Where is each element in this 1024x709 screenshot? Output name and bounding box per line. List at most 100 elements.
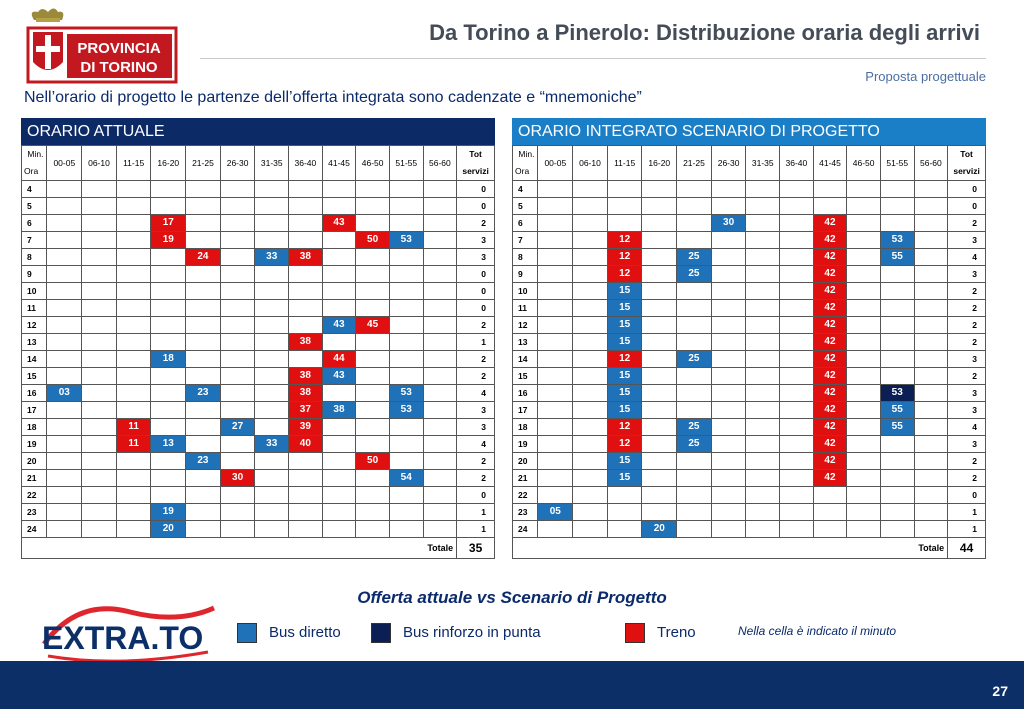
empty-cell <box>779 367 814 385</box>
empty-cell <box>288 503 323 521</box>
departure-cell: 50 <box>355 231 390 249</box>
hour-cell: 14 <box>20 350 48 368</box>
empty-cell <box>46 435 83 453</box>
empty-cell <box>913 486 949 504</box>
total-services-cell: 3 <box>947 401 986 419</box>
empty-cell <box>676 299 712 317</box>
hour-cell: 18 <box>20 418 48 436</box>
total-services-cell: 1 <box>947 520 986 538</box>
empty-cell <box>321 299 357 317</box>
empty-cell <box>641 180 678 198</box>
total-services-cell: 0 <box>456 486 495 504</box>
empty-cell <box>676 180 712 198</box>
empty-cell <box>779 282 814 300</box>
empty-cell <box>846 333 881 351</box>
empty-cell <box>219 520 256 538</box>
empty-cell <box>81 197 117 215</box>
empty-cell <box>572 299 608 317</box>
empty-cell <box>676 282 712 300</box>
empty-cell <box>46 486 83 504</box>
empty-cell <box>641 350 678 368</box>
empty-cell <box>710 316 747 334</box>
minute-range-header: 06-10 <box>81 145 117 181</box>
departure-cell: 15 <box>606 299 643 317</box>
empty-cell <box>846 520 881 538</box>
empty-cell <box>846 435 881 453</box>
totale-row: Totale 44 <box>511 537 986 559</box>
empty-cell <box>572 350 608 368</box>
empty-cell <box>572 197 608 215</box>
min-label: Min. <box>511 145 539 163</box>
empty-cell <box>676 214 712 232</box>
departure-cell: 15 <box>606 316 643 334</box>
minute-range-header: 36-40 <box>779 145 814 181</box>
empty-cell <box>641 282 678 300</box>
empty-cell <box>219 435 256 453</box>
departure-cell: 15 <box>606 469 643 487</box>
empty-cell <box>641 231 678 249</box>
empty-cell <box>422 435 458 453</box>
empty-cell <box>46 248 83 266</box>
empty-cell <box>745 231 781 249</box>
minute-range-header: 21-25 <box>676 145 712 181</box>
empty-cell <box>913 333 949 351</box>
departure-cell: 42 <box>812 316 848 334</box>
empty-cell <box>254 282 290 300</box>
empty-cell <box>745 282 781 300</box>
departure-cell: 53 <box>388 231 424 249</box>
minute-range-header: 41-45 <box>812 145 848 181</box>
table-row: 17 15 42 55 3 <box>511 401 986 419</box>
departure-cell: 25 <box>676 435 712 453</box>
departure-cell: 42 <box>812 282 848 300</box>
empty-cell <box>572 282 608 300</box>
empty-cell <box>388 282 424 300</box>
svg-text:EXTRA.TO: EXTRA.TO <box>42 620 203 656</box>
departure-cell: 38 <box>288 248 323 266</box>
empty-cell <box>46 418 83 436</box>
comparison-caption: Offerta attuale vs Scenario di Progetto <box>357 588 667 607</box>
departure-cell: 11 <box>115 435 152 453</box>
tot-label: Tot <box>947 145 986 163</box>
empty-cell <box>422 503 458 521</box>
ora-label: Ora <box>511 163 539 181</box>
departure-cell: 38 <box>288 333 323 351</box>
empty-cell <box>846 299 881 317</box>
minute-range-header: 26-30 <box>710 145 747 181</box>
empty-cell <box>219 384 256 402</box>
hour-cell: 13 <box>511 333 539 351</box>
empty-cell <box>879 180 915 198</box>
empty-cell <box>676 333 712 351</box>
empty-cell <box>537 418 574 436</box>
empty-cell <box>779 265 814 283</box>
empty-cell <box>150 418 187 436</box>
legend-note: Nella cella è indicato il minuto <box>738 624 897 638</box>
empty-cell <box>572 503 608 521</box>
empty-cell <box>537 469 574 487</box>
empty-cell <box>388 367 424 385</box>
bus-rinforzo-swatch <box>371 623 391 643</box>
departure-cell: 30 <box>219 469 256 487</box>
empty-cell <box>321 520 357 538</box>
table-row: 19 11 13 33 40 4 <box>20 435 495 453</box>
total-services-cell: 3 <box>456 248 495 266</box>
empty-cell <box>422 418 458 436</box>
empty-cell <box>779 503 814 521</box>
empty-cell <box>537 350 574 368</box>
empty-cell <box>779 316 814 334</box>
table-row: 7 19 50 53 3 <box>20 231 495 249</box>
empty-cell <box>606 214 643 232</box>
empty-cell <box>779 231 814 249</box>
totale-value: 44 <box>947 537 986 559</box>
totale-label: Totale <box>20 537 458 559</box>
empty-cell <box>185 401 221 419</box>
total-services-cell: 0 <box>947 486 986 504</box>
table-row: 6 30 42 2 <box>511 214 986 232</box>
total-services-cell: 0 <box>947 197 986 215</box>
departure-cell: 15 <box>606 282 643 300</box>
ora-label: Ora <box>20 163 48 181</box>
empty-cell <box>321 486 357 504</box>
empty-cell <box>115 265 152 283</box>
empty-cell <box>745 367 781 385</box>
table-row: 23 05 1 <box>511 503 986 521</box>
